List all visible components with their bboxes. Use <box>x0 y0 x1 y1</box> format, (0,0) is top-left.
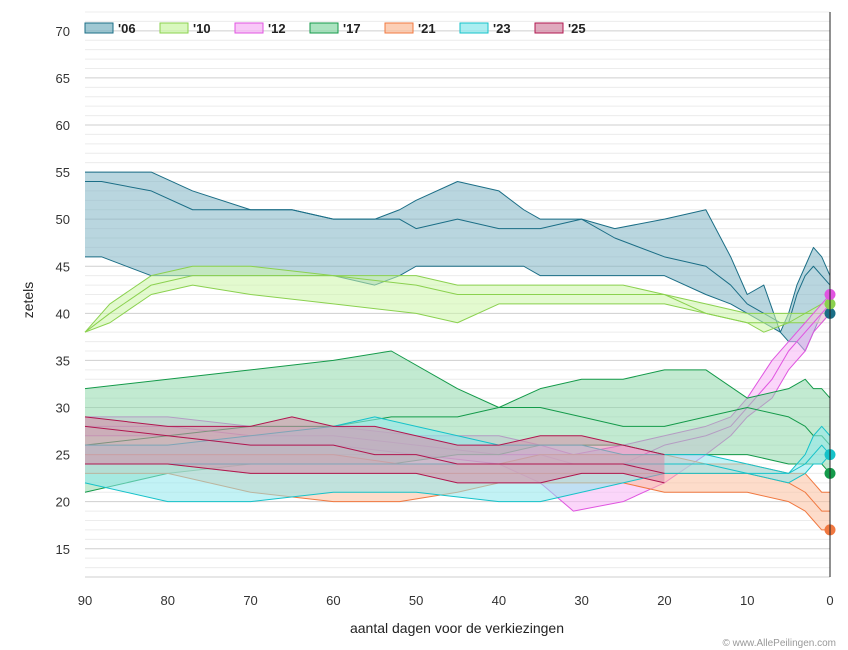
legend-label: '25 <box>568 21 586 36</box>
series-band <box>85 172 830 351</box>
legend-item[interactable]: '25 <box>534 21 586 36</box>
series-25 <box>84 416 665 484</box>
legend-swatch <box>534 22 564 34</box>
x-tick-label: 60 <box>326 593 340 608</box>
legend-swatch <box>84 22 114 34</box>
legend-item[interactable]: '06 <box>84 21 136 36</box>
x-tick-label: 0 <box>826 593 833 608</box>
series-line <box>84 275 830 333</box>
legend-item[interactable]: '23 <box>459 21 511 36</box>
legend-swatch <box>309 22 339 34</box>
legend-label: '06 <box>118 21 136 36</box>
y-axis-ticks: 15 20 25 30 35 40 45 50 55 60 65 70 <box>56 24 70 557</box>
y-tick-label: 30 <box>56 401 70 416</box>
x-axis-title: aantal dagen voor de verkiezingen <box>350 620 564 636</box>
series-line <box>84 350 831 408</box>
legend-item[interactable]: '12 <box>234 21 286 36</box>
x-tick-label: 30 <box>574 593 588 608</box>
x-tick-label: 50 <box>409 593 423 608</box>
y-tick-label: 60 <box>56 118 70 133</box>
y-tick-label: 25 <box>56 448 70 463</box>
series-line <box>84 416 665 456</box>
y-tick-label: 45 <box>56 259 70 274</box>
series-line <box>84 425 665 474</box>
x-tick-label: 10 <box>740 593 754 608</box>
legend-swatch <box>384 22 414 34</box>
legend-label: '21 <box>418 21 436 36</box>
legend-swatch <box>234 22 264 34</box>
y-tick-label: 65 <box>56 71 70 86</box>
legend-item[interactable]: '17 <box>309 21 361 36</box>
series-band <box>85 416 665 483</box>
x-tick-label: 20 <box>657 593 671 608</box>
series-line <box>84 454 831 503</box>
y-tick-label: 70 <box>56 24 70 39</box>
x-tick-label: 80 <box>161 593 175 608</box>
credit-text: © www.AllePeilingen.com <box>722 638 836 649</box>
legend-swatch <box>159 22 189 34</box>
x-tick-label: 70 <box>243 593 257 608</box>
y-tick-label: 40 <box>56 306 70 321</box>
series-line <box>84 284 831 333</box>
series-band <box>85 266 830 333</box>
y-tick-label: 55 <box>56 165 70 180</box>
y-tick-label: 50 <box>56 212 70 227</box>
legend-item[interactable]: '10 <box>159 21 211 36</box>
series-line <box>84 265 830 333</box>
series-06 <box>85 171 831 352</box>
legend: '06 '10 '12 '17 '21 '23 '25 <box>84 21 586 36</box>
x-tick-label: 40 <box>492 593 506 608</box>
legend-swatch <box>459 22 489 34</box>
series-line <box>85 181 831 324</box>
y-tick-label: 20 <box>56 495 70 510</box>
legend-label: '10 <box>193 21 211 36</box>
y-tick-label: 35 <box>56 353 70 368</box>
series-10 <box>84 265 831 333</box>
series-line <box>85 463 665 484</box>
y-tick-label: 15 <box>56 542 70 557</box>
y-axis-title: zetels <box>20 282 36 319</box>
x-tick-label: 90 <box>78 593 92 608</box>
legend-label: '12 <box>268 21 286 36</box>
series-layer <box>84 171 831 531</box>
legend-item[interactable]: '21 <box>384 21 436 36</box>
legend-label: '17 <box>343 21 361 36</box>
x-axis-ticks: 90 80 70 60 50 40 30 20 10 0 <box>78 593 834 608</box>
legend-label: '23 <box>493 21 511 36</box>
